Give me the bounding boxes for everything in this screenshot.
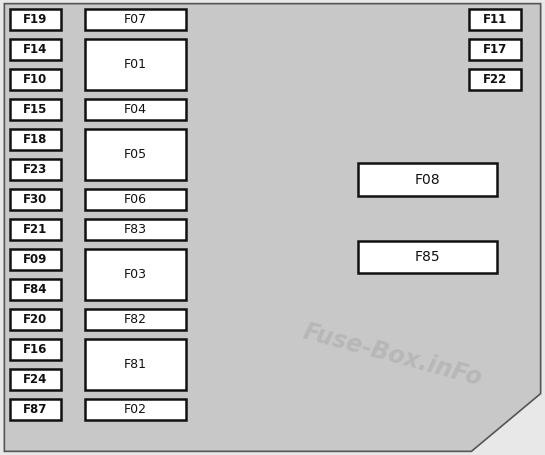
Text: F09: F09 [23, 253, 47, 266]
Text: F05: F05 [124, 148, 147, 161]
Text: Fuse-Box.inFo: Fuse-Box.inFo [300, 319, 485, 390]
Text: F19: F19 [23, 13, 47, 25]
Text: F08: F08 [415, 173, 441, 187]
Text: F14: F14 [23, 43, 47, 56]
Bar [469, 69, 521, 90]
Bar [10, 69, 61, 90]
Bar [85, 9, 186, 30]
Bar [10, 99, 61, 120]
Text: F83: F83 [124, 223, 147, 236]
Polygon shape [4, 4, 541, 451]
Text: F07: F07 [124, 13, 147, 25]
Bar [85, 99, 186, 120]
Bar [10, 399, 61, 420]
Bar [10, 219, 61, 240]
Bar [10, 129, 61, 150]
Bar [85, 189, 186, 210]
Bar [10, 249, 61, 270]
Text: F81: F81 [124, 358, 147, 371]
Bar [10, 159, 61, 180]
Bar [10, 39, 61, 60]
Text: F21: F21 [23, 223, 47, 236]
Text: F02: F02 [124, 403, 147, 416]
Bar [10, 279, 61, 300]
Bar [469, 39, 521, 60]
Text: F85: F85 [415, 250, 441, 264]
Bar [10, 339, 61, 360]
Bar [85, 309, 186, 330]
Bar [85, 39, 186, 90]
Text: F84: F84 [23, 283, 47, 296]
Text: F82: F82 [124, 313, 147, 326]
Text: F06: F06 [124, 193, 147, 206]
Text: F16: F16 [23, 343, 47, 356]
Bar [10, 9, 61, 30]
Bar [85, 339, 186, 390]
Bar [85, 249, 186, 300]
Bar [10, 369, 61, 390]
Bar [359, 163, 498, 196]
Text: F18: F18 [23, 133, 47, 146]
Bar [469, 9, 521, 30]
Text: F22: F22 [483, 73, 507, 86]
Text: F30: F30 [23, 193, 47, 206]
Text: F17: F17 [483, 43, 507, 56]
Text: F24: F24 [23, 373, 47, 386]
Text: F11: F11 [483, 13, 507, 25]
Bar [359, 241, 498, 273]
Text: F10: F10 [23, 73, 47, 86]
Bar [85, 219, 186, 240]
Text: F15: F15 [23, 103, 47, 116]
Bar [10, 189, 61, 210]
Bar [10, 309, 61, 330]
Text: F03: F03 [124, 268, 147, 281]
Bar [85, 129, 186, 180]
Text: F04: F04 [124, 103, 147, 116]
Bar [85, 399, 186, 420]
Text: F01: F01 [124, 58, 147, 71]
Text: F87: F87 [23, 403, 47, 416]
Text: F23: F23 [23, 163, 47, 176]
Text: F20: F20 [23, 313, 47, 326]
